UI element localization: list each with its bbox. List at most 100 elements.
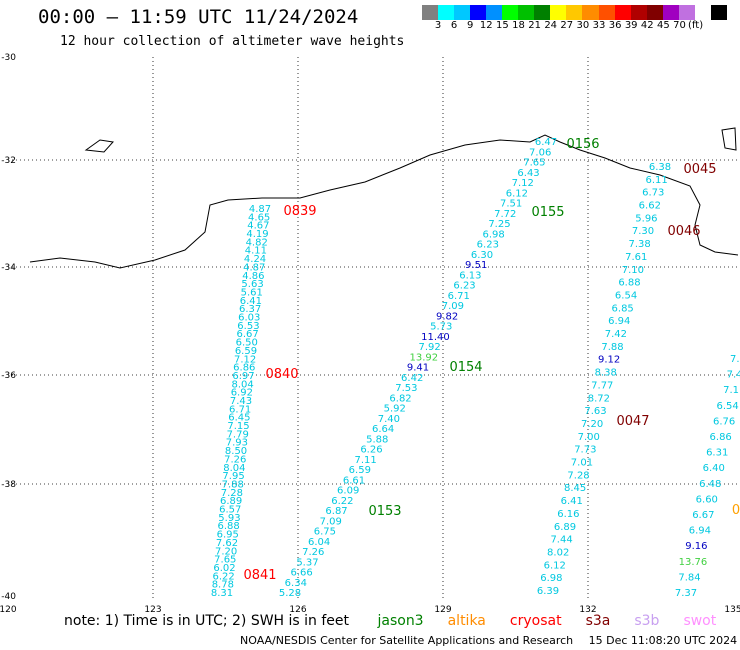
color-scale-label: 33 [592,20,606,31]
swh-value: 6.98 [483,229,505,240]
swh-value: 7.25 [488,219,510,230]
swh-value: 6.02 [213,563,235,574]
swh-value: 6.94 [689,526,711,537]
swh-value: 7.65 [523,158,545,169]
map-title: 00:00 – 11:59 UTC 11/24/2024 [38,6,359,28]
swh-value: 6.26 [360,445,382,456]
swh-value: 7.88 [222,479,244,490]
color-scale-label: 6 [450,20,458,31]
swh-value: 6.82 [389,393,411,404]
swh-value: 6.61 [343,475,365,486]
lat-lon-grid [8,57,738,598]
swh-value: 6.88 [618,278,640,289]
color-scale-label: 12 [479,20,493,31]
pass-label: 0046 [667,224,700,239]
mission-altika: altika [447,613,486,629]
swh-value: 6.23 [477,240,499,251]
swh-value: 6.89 [554,522,576,533]
swh-value: 8.38 [595,368,617,379]
swh-value: 6.57 [219,505,241,516]
credit-org: NOAA/NESDIS Center for Satellite Applica… [240,634,574,647]
color-scale-label: (ft) [688,20,704,31]
color-swatch [454,5,471,20]
swh-value: 6.88 [217,521,239,532]
color-swatch [694,5,711,20]
swh-value: 6.42 [401,373,423,384]
swh-value: 6.09 [337,486,359,497]
lat-label: -30 [1,53,16,63]
swh-value: 4.86 [242,271,264,282]
swh-value: 7.38 [629,239,651,250]
swh-value: 5.88 [366,434,388,445]
swh-value: 6.41 [240,296,262,307]
swh-value: 6.94 [608,316,630,327]
swh-value: 7.63 [584,406,606,417]
pass-label: 0 [732,503,740,518]
swh-value: 9.16 [685,541,707,552]
swh-value: 5.92 [384,404,406,415]
swh-value: 6.03 [238,313,260,324]
pass-labels: 0839 0840 0841 0156 0155 0154 0153 0045 0046 0047… [243,137,740,583]
swh-value: 5.37 [296,557,318,568]
color-swatch [518,5,535,20]
swh-value: 7.95 [222,471,244,482]
swh-value: 7.53 [395,383,417,394]
swh-value: 8.78 [212,580,234,591]
swh-value: 7.92 [419,342,441,353]
swh-value: 7.15 [227,421,249,432]
color-swatch [550,5,567,20]
swh-value: 7.09 [442,301,464,312]
swh-value: 7.65 [214,555,236,566]
swh-value: 6.87 [325,506,347,517]
swh-value: 6.30 [471,250,493,261]
color-swatch [662,5,679,20]
mission-swot: swot [683,613,717,629]
color-scale-label: 45 [657,20,670,31]
color-scale-label: 70 [673,20,686,31]
pass-label: 0154 [449,360,482,375]
color-swatch [470,5,487,20]
color-swatch [438,5,455,20]
swh-value: 7.12 [512,178,534,189]
swh-value: 7.28 [567,470,589,481]
satellite-tracks: 4.874.654.674.194.824.114.244.874.865.63… [211,137,740,599]
swh-value: 6.73 [642,188,664,199]
lat-label: -38 [1,480,16,490]
swh-value: 9.51 [465,260,487,271]
swh-value: 6.53 [237,321,259,332]
swh-value: 8.45 [564,483,586,494]
swh-value: 5.73 [430,322,452,333]
color-swatch [630,5,647,20]
pass-label: 0155 [531,205,564,220]
color-scale-label: 39 [624,20,638,31]
swh-value: 6.67 [692,510,714,521]
swh-value: 7.28 [221,488,243,499]
swh-value: 7.5 [730,354,740,365]
swh-value: 6.23 [453,281,475,292]
swh-value: 7.01 [571,458,593,469]
swh-value: 7.61 [625,252,647,263]
mission-jason3: jason3 [377,613,424,629]
swh-value: 6.86 [710,432,732,443]
swh-value: 4.82 [246,237,268,248]
swh-value: 6.59 [349,465,371,476]
swh-value: 6.11 [645,175,667,186]
swh-value: 6.43 [517,168,539,179]
pass-label: 0047 [616,414,649,429]
pass-label: 0840 [265,367,298,382]
note-text: note: 1) Time is in UTC; 2) SWH is in fe… [64,613,350,629]
swh-value: 6.66 [291,568,313,579]
swh-value: 6.98 [540,573,562,584]
pass-label: 0153 [368,504,401,519]
swh-value: 6.59 [235,346,257,357]
map-subtitle: 12 hour collection of altimeter wave hei… [60,34,405,49]
swh-value: 6.54 [615,290,637,301]
axis-labels: -30 -32 -34 -36 -38 -40 120 123 126 129 132 135 [0,53,740,615]
lat-label: -34 [1,263,16,273]
swh-value: 6.50 [236,338,258,349]
swh-value: 7.20 [215,546,237,557]
swh-value: 6.75 [314,527,336,538]
swh-value: 6.71 [448,291,470,302]
swh-value: 7.51 [500,199,522,210]
